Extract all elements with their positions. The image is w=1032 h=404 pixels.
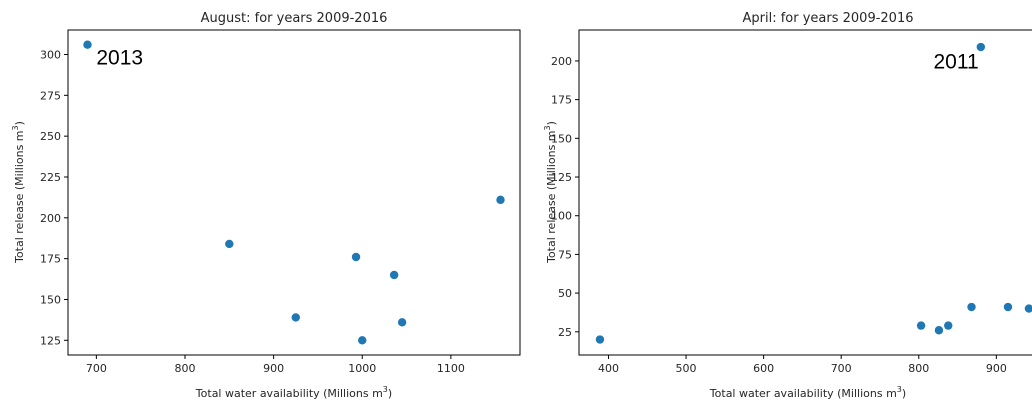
y-axis: 25 50 75 100 125 150 175 200 <box>551 55 579 339</box>
scatter-point <box>397 318 407 327</box>
scatter-point <box>1024 304 1032 313</box>
y-tick-label: 125 <box>40 334 61 347</box>
annotation-label: 2011 <box>934 51 979 74</box>
plot-frame <box>578 29 1032 356</box>
y-tick-label: 250 <box>40 130 61 143</box>
y-tick-label: 100 <box>551 210 572 223</box>
y-tick-label: 150 <box>551 132 572 145</box>
x-tick-label: 500 <box>676 362 697 375</box>
y-tick-label: 125 <box>551 171 572 184</box>
y-tick-label: 175 <box>551 94 572 107</box>
annotation-label: 2013 <box>96 46 143 69</box>
y-axis-title-suffix: ) <box>13 121 26 125</box>
plot-frame <box>67 29 521 356</box>
august-scatter-chart: August: for years 2009-2016 2013 700 800 9… <box>11 11 521 400</box>
y-tick-label: 25 <box>558 326 572 339</box>
scatter-point <box>83 40 92 49</box>
x-axis-title-exponent: 3 <box>897 385 902 394</box>
y-tick-label: 75 <box>558 248 572 261</box>
x-tick-label: 900 <box>263 362 284 375</box>
y-axis-title: Total release (Millions m3) <box>543 121 558 264</box>
y-tick-label: 200 <box>551 55 572 68</box>
y-axis-title: Total release (Millions m3) <box>11 121 26 264</box>
x-tick-label: 600 <box>753 362 774 375</box>
y-tick-label: 175 <box>40 253 61 266</box>
y-axis: 125 150 175 200 225 250 275 300 <box>40 48 68 347</box>
x-tick-label: 400 <box>598 362 619 375</box>
x-tick-label: 800 <box>174 362 195 375</box>
scatter-point <box>976 42 986 52</box>
x-axis: 400 500 600 700 800 900 <box>598 355 1007 375</box>
scatter-point <box>967 302 976 312</box>
y-tick-label: 150 <box>40 293 61 306</box>
x-tick-label: 700 <box>831 362 852 375</box>
april-scatter-chart: April: for years 2009-2016 2011 400 500 60… <box>543 11 1032 400</box>
scatter-point <box>389 270 399 280</box>
scatter-points <box>83 40 505 345</box>
x-axis-title-text: Total water availability (Millions m <box>195 387 383 400</box>
x-tick-label: 1100 <box>437 362 465 375</box>
x-axis-title-exponent: 3 <box>383 385 388 394</box>
y-tick-label: 225 <box>40 171 61 184</box>
scatter-points <box>595 42 1032 344</box>
x-axis-title-suffix: ) <box>388 387 392 400</box>
x-axis-title: Total water availability (Millions m3) <box>709 385 906 400</box>
x-tick-label: 900 <box>986 362 1007 375</box>
y-axis-title-exponent: 3 <box>543 125 552 130</box>
y-tick-label: 200 <box>40 212 61 225</box>
scatter-point <box>934 326 944 335</box>
x-axis: 700 800 900 1000 1100 <box>86 355 465 375</box>
scatter-point <box>916 321 926 330</box>
y-tick-label: 50 <box>558 287 572 300</box>
y-axis-title-exponent: 3 <box>11 125 20 130</box>
chart-title: August: for years 2009-2016 <box>201 11 388 26</box>
x-axis-title-suffix: ) <box>902 387 906 400</box>
x-axis-title-text: Total water availability (Millions m <box>709 387 897 400</box>
x-tick-label: 1000 <box>348 362 376 375</box>
x-axis-title: Total water availability (Millions m3) <box>195 385 392 400</box>
chart-title: April: for years 2009-2016 <box>743 11 914 26</box>
x-tick-label: 800 <box>908 362 929 375</box>
scatter-point <box>595 335 605 344</box>
y-axis-title-suffix: ) <box>545 121 558 125</box>
scatter-point <box>1003 302 1013 312</box>
scatter-point <box>358 336 367 345</box>
scatter-point <box>351 252 361 262</box>
y-tick-label: 275 <box>40 89 61 102</box>
x-tick-label: 700 <box>86 362 107 375</box>
y-axis-title-text: Total release (Millions m <box>545 130 558 263</box>
scatter-point <box>225 239 234 249</box>
scatter-point <box>496 195 505 205</box>
scatter-point <box>944 321 953 330</box>
scatter-point <box>291 313 300 322</box>
y-axis-title-text: Total release (Millions m <box>13 130 26 263</box>
y-tick-label: 300 <box>40 48 61 61</box>
